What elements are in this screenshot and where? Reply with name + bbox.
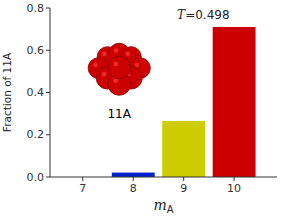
bar	[112, 173, 155, 177]
x-tick-label: 9	[180, 182, 187, 195]
x-tick	[183, 177, 184, 181]
y-tick	[46, 92, 50, 93]
annotation: T=0.498	[177, 8, 229, 22]
y-tick	[46, 8, 50, 9]
annotation: 11A	[107, 107, 131, 121]
y-axis-label: Fraction of 11A	[1, 52, 13, 132]
y-tick-label: 0.8	[27, 2, 45, 15]
sphere-highlight	[135, 63, 140, 68]
x-tick	[234, 177, 235, 181]
cluster-illustration	[88, 43, 150, 95]
y-tick	[46, 177, 50, 178]
y-tick	[46, 50, 50, 51]
sphere	[108, 56, 131, 79]
bar	[162, 121, 205, 177]
sphere-highlight	[126, 52, 131, 57]
y-tick-label: 0.4	[27, 86, 45, 99]
x-tick	[133, 177, 134, 181]
sphere-highlight	[102, 72, 107, 77]
y-tick-label: 0.0	[27, 171, 45, 184]
x-axis-label: mA	[153, 197, 173, 215]
bar	[213, 27, 256, 177]
y-tick	[46, 134, 50, 135]
x-axis	[50, 177, 277, 178]
x-tick-label: 8	[130, 182, 137, 195]
x-tick-label: 10	[227, 182, 241, 195]
y-tick-label: 0.2	[27, 128, 45, 141]
bars	[112, 27, 256, 177]
sphere-highlight	[102, 52, 107, 57]
y-tick-label: 0.6	[27, 44, 45, 57]
x-tick-label: 7	[79, 182, 86, 195]
chart: 0.0 0.2 0.4 0.6 0.8 7 8 9 10 Fraction of 11A mA T=0…	[0, 0, 285, 217]
sphere-highlight	[93, 63, 98, 68]
sphere-highlight	[114, 48, 119, 53]
x-tick	[82, 177, 83, 181]
sphere-highlight	[113, 61, 118, 66]
